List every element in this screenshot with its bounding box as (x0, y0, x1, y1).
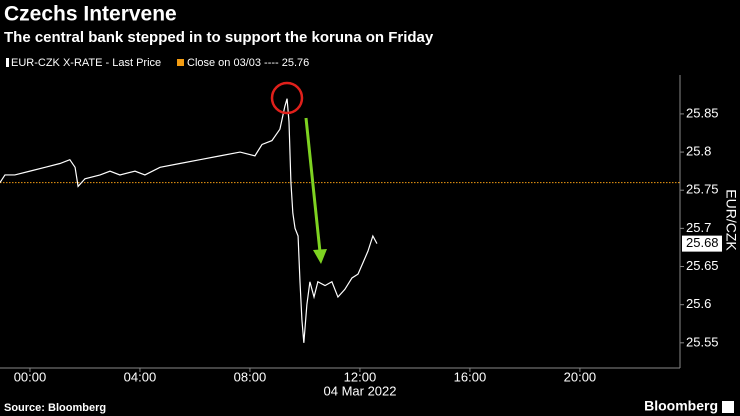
y-tick-label: 25.55 (686, 334, 719, 349)
date-label: 04 Mar 2022 (324, 383, 397, 398)
y-tick-label: 25.75 (686, 182, 719, 197)
last-price-label: 25.68 (686, 235, 719, 250)
chart-title: Czechs Intervene (4, 3, 177, 26)
chart-subtitle: The central bank stepped in to support t… (4, 29, 434, 46)
x-tick-label: 08:00 (234, 369, 267, 384)
price-line (0, 98, 378, 343)
legend-label: Close on 03/03 ---- 25.76 (187, 57, 309, 69)
x-tick-label: 16:00 (454, 369, 487, 384)
y-tick-label: 25.8 (686, 144, 711, 159)
highlight-circle (270, 81, 304, 115)
x-tick-label: 20:00 (564, 369, 597, 384)
last-price-box (682, 235, 722, 252)
legend-label: EUR-CZK X-RATE - Last Price (11, 57, 161, 69)
x-tick-label: 04:00 (124, 369, 157, 384)
brand-logo (722, 401, 734, 413)
y-tick-label: 25.7 (686, 220, 711, 235)
source: Source: Bloomberg (4, 402, 106, 414)
brand: Bloomberg (644, 398, 718, 414)
arrow-shaft (304, 117, 322, 253)
legend-marker (177, 59, 184, 66)
x-tick-label: 00:00 (14, 369, 47, 384)
plot: 25.55 25.6 25.65 25.7 25.75 25.8 25.85 00:00 04:… (0, 98, 722, 384)
y-tick-label: 25.65 (686, 258, 719, 273)
y-tick-label: 25.6 (686, 296, 711, 311)
y-axis-title: EUR/CZK (723, 189, 739, 251)
y-tick-label: 25.85 (686, 105, 719, 120)
legend-marker (6, 58, 9, 67)
x-tick-label: 12:00 (344, 369, 377, 384)
arrow-head (313, 249, 327, 264)
